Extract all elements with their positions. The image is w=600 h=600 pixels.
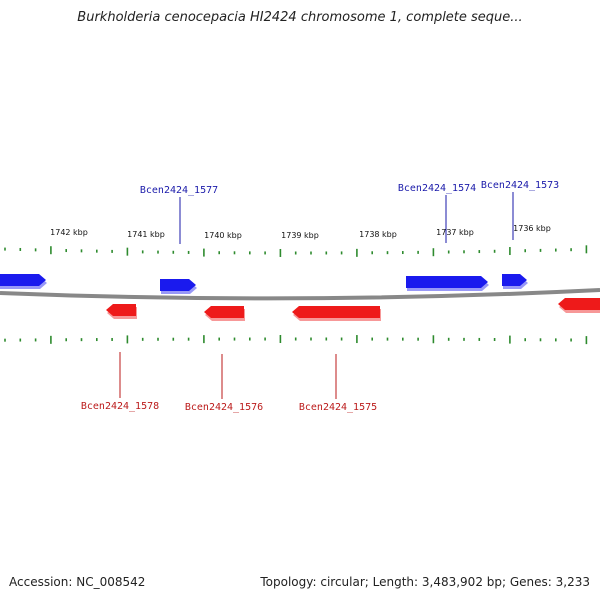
scale-tick-label: 1737 kbp bbox=[436, 228, 474, 237]
gene-label: Bcen2424_1576 bbox=[185, 402, 263, 413]
scale-tick-label: 1738 kbp bbox=[359, 230, 397, 239]
gene-reverse-1[interactable] bbox=[106, 304, 137, 319]
gene-arrow bbox=[204, 306, 244, 318]
gene-reverse-4[interactable] bbox=[558, 298, 600, 313]
gene-callouts: Bcen2424_1577 Bcen2424_1574 Bcen2424_1573 B… bbox=[81, 180, 559, 413]
gene-label: Bcen2424_1577 bbox=[140, 185, 218, 196]
gene-label: Bcen2424_1573 bbox=[481, 180, 559, 191]
map-title: Burkholderia cenocepacia HI2424 chromoso… bbox=[77, 10, 523, 25]
gene-arrow bbox=[106, 304, 136, 316]
accession-text: Accession: NC_008542 bbox=[9, 575, 146, 589]
gene-reverse-3[interactable] bbox=[292, 306, 381, 321]
scale-tick-label: 1742 kbp bbox=[50, 228, 88, 237]
gene-arrow bbox=[0, 274, 46, 286]
gene-arrow bbox=[292, 306, 380, 318]
scale-ticks-inner bbox=[4, 335, 588, 345]
gene-forward-4[interactable] bbox=[502, 274, 528, 289]
gene-forward-1[interactable] bbox=[0, 274, 47, 289]
gene-label: Bcen2424_1578 bbox=[81, 401, 159, 412]
gene-label: Bcen2424_1575 bbox=[299, 402, 377, 413]
scale-tick-label: 1741 kbp bbox=[127, 230, 165, 239]
gene-forward-2[interactable] bbox=[160, 279, 197, 294]
chromosome-backbone bbox=[0, 288, 600, 301]
scale-labels: 1742 kbp 1741 kbp 1740 kbp 1739 kbp 1738 kbp… bbox=[50, 224, 551, 240]
gene-arrow bbox=[160, 279, 196, 291]
gene-features[interactable] bbox=[0, 274, 600, 321]
gene-label: Bcen2424_1574 bbox=[398, 183, 476, 194]
gene-forward-3[interactable] bbox=[406, 276, 489, 291]
gene-arrow bbox=[558, 298, 600, 310]
scale-tick-label: 1740 kbp bbox=[204, 231, 242, 240]
scale-tick-label: 1736 kbp bbox=[513, 224, 551, 233]
topology-text: Topology: circular; Length: 3,483,902 bp… bbox=[260, 575, 590, 589]
scale-tick-label: 1739 kbp bbox=[281, 231, 319, 240]
gene-arrow bbox=[502, 274, 527, 286]
scale-ticks-outer bbox=[4, 245, 588, 257]
gene-arrow bbox=[406, 276, 488, 288]
gene-reverse-2[interactable] bbox=[204, 306, 245, 321]
